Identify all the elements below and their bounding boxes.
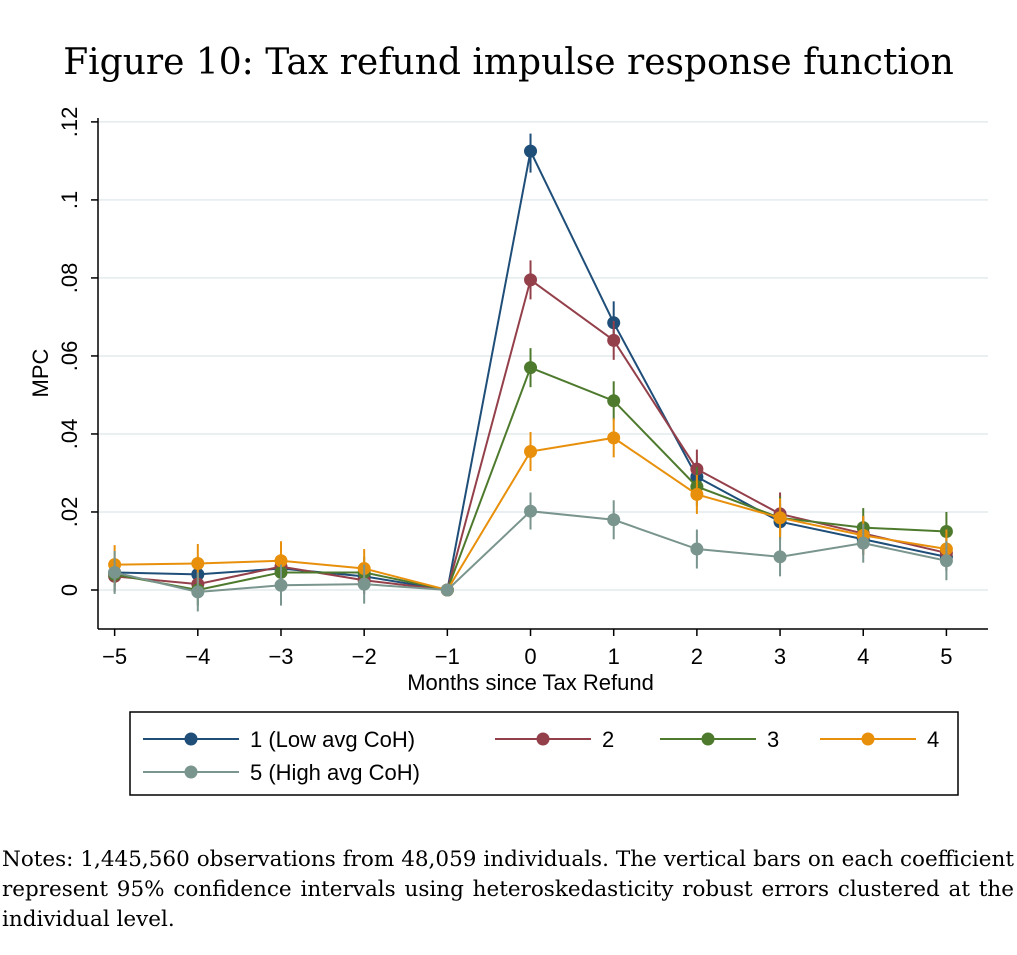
data-point [939,554,953,568]
legend-marker [701,732,715,746]
data-point [690,487,704,501]
legend-marker [536,732,550,746]
y-tick-label: 0 [57,584,82,596]
legend-label: 4 [927,727,939,752]
legend: 1 (Low avg CoH) 2 3 4 5 (High avg CoH) [129,711,959,796]
legend-box [129,711,959,796]
data-point [856,536,870,550]
x-tick-label: −3 [268,644,293,669]
data-point [690,542,704,556]
y-tick-label: .1 [57,191,82,209]
figure-title: Figure 10: Tax refund impulse response f… [63,42,954,83]
y-tick-label: .04 [57,419,82,450]
x-tick-label: −2 [352,644,377,669]
data-point [607,394,621,408]
figure-notes: Notes: 1,445,560 observations from 48,05… [2,847,1014,932]
x-tick-label: −5 [102,644,127,669]
x-axis-title: Months since Tax Refund [407,670,654,695]
x-tick-label: 3 [774,644,786,669]
legend-label: 1 (Low avg CoH) [250,727,415,752]
series-layer [108,133,953,612]
x-tick-label: 5 [940,644,952,669]
series-3 [108,348,953,606]
series-line [114,366,947,592]
x-tick-label: 0 [524,644,536,669]
series-2 [108,260,953,598]
data-point [108,565,122,579]
legend-label: 3 [767,727,779,752]
data-point [524,361,538,375]
x-tick-label: 2 [691,644,703,669]
legend-marker [184,765,198,779]
data-point [524,445,538,459]
data-point [773,511,787,525]
data-point [607,431,621,445]
legend-label: 5 (High avg CoH) [250,760,420,785]
impulse-response-chart: 0 .02 .04 .06 .08 .1 .12 −5 −4 −3 −2 −1 0 1 2 3 4 5 Months… [28,107,988,796]
data-point [191,585,205,599]
legend-marker [861,732,875,746]
data-point [274,578,288,592]
y-tick-label: .06 [57,341,82,372]
x-tick-label: −1 [435,644,460,669]
series-5 [108,492,953,612]
x-tick-label: 1 [608,644,620,669]
data-point [524,273,538,287]
data-point [524,504,538,518]
data-point [607,513,621,527]
y-tick-label: .12 [57,107,82,138]
legend-entry-2: 2 [495,727,614,752]
legend-entry-5: 5 (High avg CoH) [143,760,420,785]
x-tick-label: −4 [185,644,210,669]
axes: 0 .02 .04 .06 .08 .1 .12 −5 −4 −3 −2 −1 0 1 2 3 4 5 Months… [28,107,988,695]
legend-entry-3: 3 [660,727,779,752]
x-tick-label: 4 [857,644,869,669]
data-point [440,583,454,597]
grid-lines [98,121,988,591]
legend-marker [184,732,198,746]
y-tick-label: .08 [57,263,82,294]
data-point [274,554,288,568]
data-point [607,333,621,347]
data-point [524,144,538,158]
data-point [773,550,787,564]
data-point [357,577,371,591]
legend-label: 2 [602,727,614,752]
data-point [191,556,205,570]
y-tick-label: .02 [57,497,82,528]
legend-entry-4: 4 [820,727,939,752]
y-axis-title: MPC [28,348,53,397]
legend-entry-1: 1 (Low avg CoH) [143,727,415,752]
